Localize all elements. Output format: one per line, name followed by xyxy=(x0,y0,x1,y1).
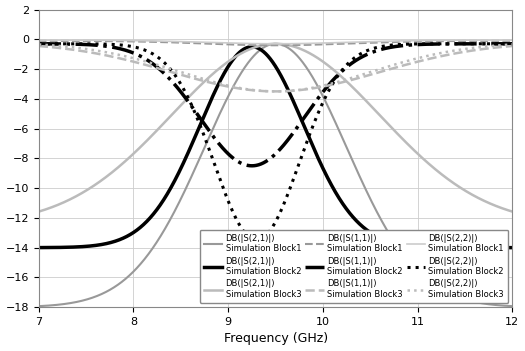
X-axis label: Frequency (GHz): Frequency (GHz) xyxy=(224,332,328,345)
Legend: DB(|S(2,1)|)
Simulation Block1, DB(|S(2,1)|)
Simulation Block2, DB(|S(2,1)|)
Sim: DB(|S(2,1)|) Simulation Block1, DB(|S(2,… xyxy=(200,230,508,303)
